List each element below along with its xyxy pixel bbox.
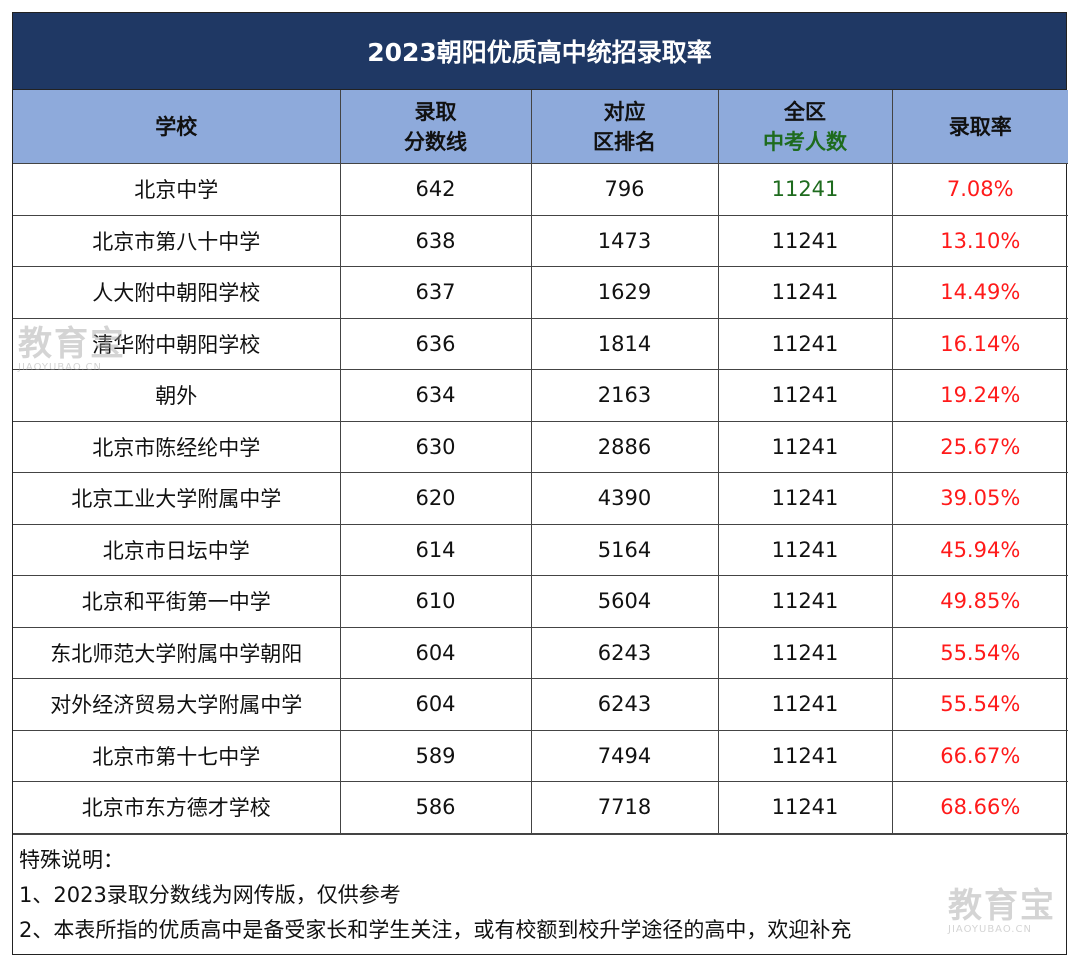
cell-school: 北京和平街第一中学 bbox=[13, 575, 341, 628]
header-score-line2: 分数线 bbox=[404, 129, 467, 154]
note-line-1: 1、2023录取分数线为网传版，仅供参考 bbox=[19, 882, 401, 907]
cell-school: 人大附中朝阳学校 bbox=[13, 266, 341, 319]
cell-score: 589 bbox=[339, 729, 532, 782]
cell-rank: 796 bbox=[530, 163, 719, 216]
cell-score: 604 bbox=[339, 626, 532, 679]
cell-score: 638 bbox=[339, 214, 532, 267]
header-score-line1: 录取 bbox=[414, 99, 457, 124]
cell-total: 11241 bbox=[717, 523, 893, 576]
header-total-line1: 全区 bbox=[784, 99, 826, 124]
header-row: 学校 录取 分数线 对应 区排名 全区 中考人数 录取率 bbox=[13, 90, 1068, 164]
table-row: 东北师范大学附属中学朝阳 604 6243 11241 55.54% bbox=[13, 626, 1068, 679]
cell-rate: 25.67% bbox=[891, 420, 1068, 473]
cell-total: 11241 bbox=[717, 472, 893, 525]
cell-score: 614 bbox=[339, 523, 532, 576]
cell-rate: 19.24% bbox=[891, 369, 1068, 422]
cell-rate: 39.05% bbox=[891, 472, 1068, 525]
header-rank-line2: 区排名 bbox=[593, 129, 656, 154]
cell-total: 11241 bbox=[717, 317, 893, 370]
cell-score: 604 bbox=[339, 678, 532, 731]
cell-rank: 5604 bbox=[530, 575, 719, 628]
cell-rate: 7.08% bbox=[891, 163, 1068, 216]
note-line-2: 2、本表所指的优质高中是备受家长和学生关注，或有校额到校升学途径的高中，欢迎补充 bbox=[19, 917, 852, 942]
header-total: 全区 中考人数 bbox=[717, 90, 893, 164]
header-school-line1: 学校 bbox=[155, 114, 198, 139]
cell-total: 11241 bbox=[717, 163, 893, 216]
cell-school: 北京市日坛中学 bbox=[13, 523, 341, 576]
cell-total: 11241 bbox=[717, 266, 893, 319]
cell-rank: 6243 bbox=[530, 678, 719, 731]
table-row: 人大附中朝阳学校 637 1629 11241 14.49% bbox=[13, 266, 1068, 319]
cell-school: 东北师范大学附属中学朝阳 bbox=[13, 626, 341, 679]
cell-score: 610 bbox=[339, 575, 532, 628]
cell-rank: 7718 bbox=[530, 781, 719, 834]
cell-rank: 2886 bbox=[530, 420, 719, 473]
cell-rate: 16.14% bbox=[891, 317, 1068, 370]
header-rate: 录取率 bbox=[891, 90, 1068, 164]
cell-rank: 5164 bbox=[530, 523, 719, 576]
cell-school: 北京中学 bbox=[13, 163, 341, 216]
header-school: 学校 bbox=[13, 90, 341, 164]
cell-total: 11241 bbox=[717, 678, 893, 731]
cell-rate: 49.85% bbox=[891, 575, 1068, 628]
cell-rank: 1629 bbox=[530, 266, 719, 319]
cell-rate: 68.66% bbox=[891, 781, 1068, 834]
cell-rate: 13.10% bbox=[891, 214, 1068, 267]
cell-school: 北京工业大学附属中学 bbox=[13, 472, 341, 525]
cell-score: 620 bbox=[339, 472, 532, 525]
header-score: 录取 分数线 bbox=[339, 90, 532, 164]
cell-total: 11241 bbox=[717, 729, 893, 782]
table-row: 北京中学 642 796 11241 7.08% bbox=[13, 163, 1068, 216]
cell-score: 642 bbox=[339, 163, 532, 216]
cell-rate: 55.54% bbox=[891, 626, 1068, 679]
header-total-line2: 中考人数 bbox=[763, 129, 847, 154]
table-row: 对外经济贸易大学附属中学 604 6243 11241 55.54% bbox=[13, 678, 1068, 731]
cell-score: 637 bbox=[339, 266, 532, 319]
cell-school: 北京市陈经纶中学 bbox=[13, 420, 341, 473]
cell-total: 11241 bbox=[717, 781, 893, 834]
table-row: 清华附中朝阳学校 636 1814 11241 16.14% bbox=[13, 317, 1068, 370]
cell-total: 11241 bbox=[717, 369, 893, 422]
notes-section: 特殊说明： 1、2023录取分数线为网传版，仅供参考 2、本表所指的优质高中是备… bbox=[13, 833, 1066, 954]
cell-school: 对外经济贸易大学附属中学 bbox=[13, 678, 341, 731]
table-row: 北京和平街第一中学 610 5604 11241 49.85% bbox=[13, 575, 1068, 628]
table-row: 朝外 634 2163 11241 19.24% bbox=[13, 369, 1068, 422]
cell-total: 11241 bbox=[717, 214, 893, 267]
header-rank-line1: 对应 bbox=[603, 99, 646, 124]
table-row: 北京市东方德才学校 586 7718 11241 68.66% bbox=[13, 781, 1068, 834]
cell-rate: 66.67% bbox=[891, 729, 1068, 782]
table-row: 北京市第八十中学 638 1473 11241 13.10% bbox=[13, 214, 1068, 267]
cell-score: 630 bbox=[339, 420, 532, 473]
cell-rate: 14.49% bbox=[891, 266, 1068, 319]
cell-rank: 1473 bbox=[530, 214, 719, 267]
cell-total: 11241 bbox=[717, 626, 893, 679]
notes-heading: 特殊说明： bbox=[19, 847, 124, 872]
table-row: 北京市陈经纶中学 630 2886 11241 25.67% bbox=[13, 420, 1068, 473]
cell-rank: 4390 bbox=[530, 472, 719, 525]
table-row: 北京市日坛中学 614 5164 11241 45.94% bbox=[13, 523, 1068, 576]
sheet-title: 2023朝阳优质高中统招录取率 bbox=[13, 13, 1066, 90]
cell-rank: 2163 bbox=[530, 369, 719, 422]
header-rate-line1: 录取率 bbox=[948, 114, 1012, 139]
cell-rate: 45.94% bbox=[891, 523, 1068, 576]
admission-rate-sheet: 2023朝阳优质高中统招录取率 学校 录取 分数线 对应 区排名 全区 bbox=[12, 12, 1068, 955]
cell-school: 朝外 bbox=[13, 369, 341, 422]
cell-rate: 55.54% bbox=[891, 678, 1068, 731]
cell-score: 636 bbox=[339, 317, 532, 370]
cell-rank: 6243 bbox=[530, 626, 719, 679]
cell-total: 11241 bbox=[717, 575, 893, 628]
cell-rank: 7494 bbox=[530, 729, 719, 782]
admission-table: 学校 录取 分数线 对应 区排名 全区 中考人数 录取率 bbox=[13, 90, 1068, 834]
cell-total: 11241 bbox=[717, 420, 893, 473]
header-rank: 对应 区排名 bbox=[530, 90, 719, 164]
cell-school: 北京市第十七中学 bbox=[13, 729, 341, 782]
cell-school: 清华附中朝阳学校 bbox=[13, 317, 341, 370]
cell-school: 北京市第八十中学 bbox=[13, 214, 341, 267]
table-row: 北京市第十七中学 589 7494 11241 66.67% bbox=[13, 729, 1068, 782]
cell-score: 586 bbox=[339, 781, 532, 834]
table-row: 北京工业大学附属中学 620 4390 11241 39.05% bbox=[13, 472, 1068, 525]
cell-score: 634 bbox=[339, 369, 532, 422]
cell-school: 北京市东方德才学校 bbox=[13, 781, 341, 834]
cell-rank: 1814 bbox=[530, 317, 719, 370]
